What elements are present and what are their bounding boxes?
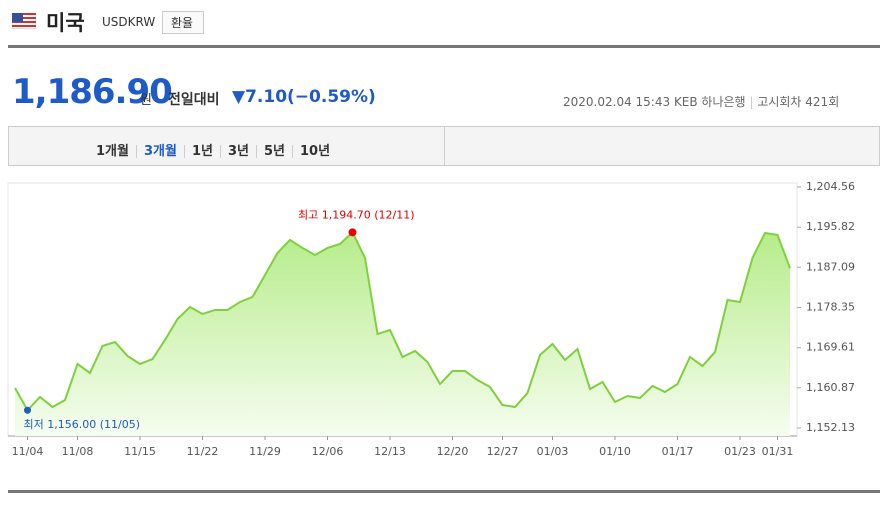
high-label: 최고 1,194.70 (12/11) <box>298 208 415 221</box>
x-tick-label: 11/04 <box>12 445 44 458</box>
y-tick-label: 1,204.56 <box>806 180 855 193</box>
datetime: 2020.02.04 15:43 <box>563 95 671 109</box>
divider <box>8 45 880 48</box>
price: 1,186.90 <box>12 72 173 112</box>
tab[interactable]: 1개월 <box>96 144 129 159</box>
low-point <box>24 406 31 414</box>
tab[interactable]: 3개월 <box>135 145 184 158</box>
x-tick-label: 01/31 <box>762 445 794 458</box>
tab[interactable]: 3년 <box>219 145 256 158</box>
y-tick-label: 1,160.87 <box>806 381 855 394</box>
chart: 1,152.13 1,160.87 1,169.61 1,178.35 1,187.09… <box>7 180 855 458</box>
y-tick-label: 1,152.13 <box>806 421 855 434</box>
line <box>14 230 791 412</box>
x-tick-label: 12/27 <box>487 445 519 458</box>
x-tick-label: 01/03 <box>537 445 569 458</box>
tab[interactable]: 10년 <box>291 145 337 158</box>
y-tick-label: 1,187.09 <box>806 260 855 273</box>
x-tick-label: 11/29 <box>249 445 281 458</box>
divider <box>8 490 880 493</box>
x-tick-label: 11/15 <box>124 445 156 458</box>
x-tick-label: 12/20 <box>437 445 469 458</box>
country: 미국 <box>46 11 85 35</box>
x-tick-label: 01/10 <box>599 445 631 458</box>
high-point <box>348 228 357 237</box>
x-tick-label: 01/17 <box>662 445 694 458</box>
compare-label: 전일대비 <box>168 92 220 108</box>
tab[interactable]: 5년 <box>255 145 292 158</box>
bank: KEB 하나은행 <box>673 95 746 109</box>
x-tick-label: 11/22 <box>187 445 219 458</box>
round: 고시회차 421회 <box>757 95 840 109</box>
y-tick-label: 1,169.61 <box>806 341 855 354</box>
tab-bar: 1개월 3개월 1년 3년 5년 10년 <box>8 126 880 166</box>
unit: 원 <box>140 93 152 108</box>
area-fill <box>15 232 790 436</box>
x-tick-label: 01/23 <box>724 445 756 458</box>
tab[interactable]: 1년 <box>183 145 220 158</box>
y-tick-label: 1,195.82 <box>806 220 855 233</box>
quote-info: 2020.02.04 15:43 KEB 하나은행 | 고시회차 421회 <box>563 95 840 109</box>
x-tick-label: 12/06 <box>312 445 344 458</box>
low-label: 최저 1,156.00 (11/05) <box>24 418 141 431</box>
flag <box>12 13 36 29</box>
x-tick-label: 11/08 <box>62 445 94 458</box>
rate-button[interactable]: 환율 <box>162 11 205 34</box>
y-tick-label: 1,178.35 <box>806 300 855 313</box>
code: USDKRW <box>102 15 156 29</box>
change: ▼7.10(−0.59%) <box>232 87 376 107</box>
x-tick-label: 12/13 <box>374 445 406 458</box>
